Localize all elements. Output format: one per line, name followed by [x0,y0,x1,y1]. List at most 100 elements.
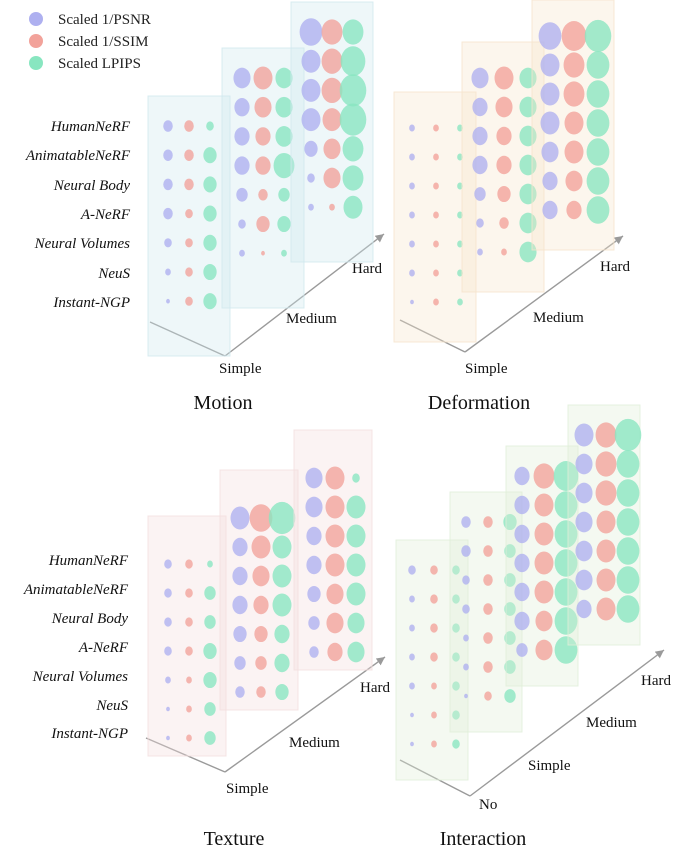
dot-lpips [614,418,642,452]
dot-lpips [504,689,516,703]
dot-ssim [326,612,344,634]
dot-ssim [497,185,511,203]
dot-lpips [554,607,578,635]
legend-label-lpips: Scaled LPIPS [58,56,141,72]
dot-ssim [261,250,265,256]
dot-psnr [514,466,530,486]
dot-ssim [186,734,192,742]
dot-ssim [255,156,271,175]
dot-psnr [514,495,530,515]
dot-lpips [274,624,290,644]
dot-lpips [278,187,290,202]
dot-ssim [185,267,193,277]
dot-psnr [233,67,251,89]
dot-psnr [234,656,246,670]
dot-lpips [616,537,640,565]
dot-ssim [564,111,584,135]
dot-psnr [409,595,415,603]
dot-psnr [574,423,594,447]
dot-lpips [554,578,578,606]
dot-psnr [409,624,415,632]
dot-ssim [253,66,273,90]
dot-ssim [494,66,514,90]
dot-lpips [554,549,578,577]
dot-ssim [483,545,493,557]
dot-ssim [596,568,616,592]
method-label: NeuS [97,266,130,282]
legend-label-ssim: Scaled 1/SSIM [58,34,148,50]
method-label: Instant-NGP [50,726,128,742]
dot-psnr [409,653,415,661]
dot-psnr [304,140,318,157]
dot-ssim [258,189,268,201]
dot-ssim [533,463,555,489]
method-label: A-NeRF [78,640,129,656]
dot-lpips [347,641,365,663]
dot-lpips [203,234,217,251]
dot-ssim [326,583,344,605]
level-label: Medium [289,735,340,751]
dot-ssim [561,21,587,51]
plane-simple [147,95,231,357]
method-label: HumanNeRF [50,119,131,135]
dot-lpips [616,450,640,478]
dot-ssim [325,495,345,519]
dot-psnr [409,240,415,248]
dot-ssim [564,140,584,164]
dot-psnr [309,646,319,658]
dot-ssim [431,711,437,719]
dot-ssim [566,200,582,220]
dot-ssim [430,594,438,604]
dot-ssim [534,493,554,517]
dot-psnr [410,741,414,747]
dot-lpips [554,636,578,664]
dot-psnr [472,155,488,175]
level-label: Simple [219,361,262,377]
dot-psnr [472,97,488,117]
dot-lpips [346,553,366,577]
dot-lpips [347,612,365,634]
dot-lpips [616,595,640,623]
dot-lpips [457,269,463,277]
dot-psnr [301,78,321,102]
dot-ssim [256,215,270,233]
dot-lpips [273,152,295,179]
dot-psnr [409,124,415,132]
dot-lpips [584,19,612,53]
dot-ssim [433,124,439,132]
level-label: Hard [600,259,630,275]
dot-psnr [542,200,558,220]
panel-title-motion: Motion [194,392,253,414]
dot-ssim [251,535,271,559]
dot-psnr [410,299,414,305]
dot-ssim [433,269,439,277]
panel-deformation [393,0,624,353]
dot-ssim [249,504,273,532]
dot-ssim [563,52,585,78]
dot-ssim [185,209,193,219]
dot-psnr [233,625,247,643]
dot-lpips [553,461,579,491]
level-label: Simple [465,361,508,377]
dot-lpips [275,126,293,147]
dot-lpips [203,147,217,164]
dot-psnr [540,82,560,106]
dot-psnr [232,595,248,615]
dot-psnr [514,553,530,573]
dot-psnr [409,682,415,690]
dot-ssim [596,597,616,621]
dot-ssim [185,238,193,248]
dot-lpips [346,524,366,548]
dot-psnr [516,643,528,657]
axis-arrow [469,649,665,797]
dot-psnr [463,634,469,642]
dot-psnr [164,588,172,598]
legend-dot-ssim [29,34,43,48]
dot-ssim [186,676,192,684]
dot-psnr [575,540,593,562]
panel-title-deformation: Deformation [428,392,530,414]
legend-label-psnr: Scaled 1/PSNR [58,12,151,28]
dot-ssim [430,652,438,662]
dot-lpips [277,215,291,233]
dot-psnr [514,611,530,631]
